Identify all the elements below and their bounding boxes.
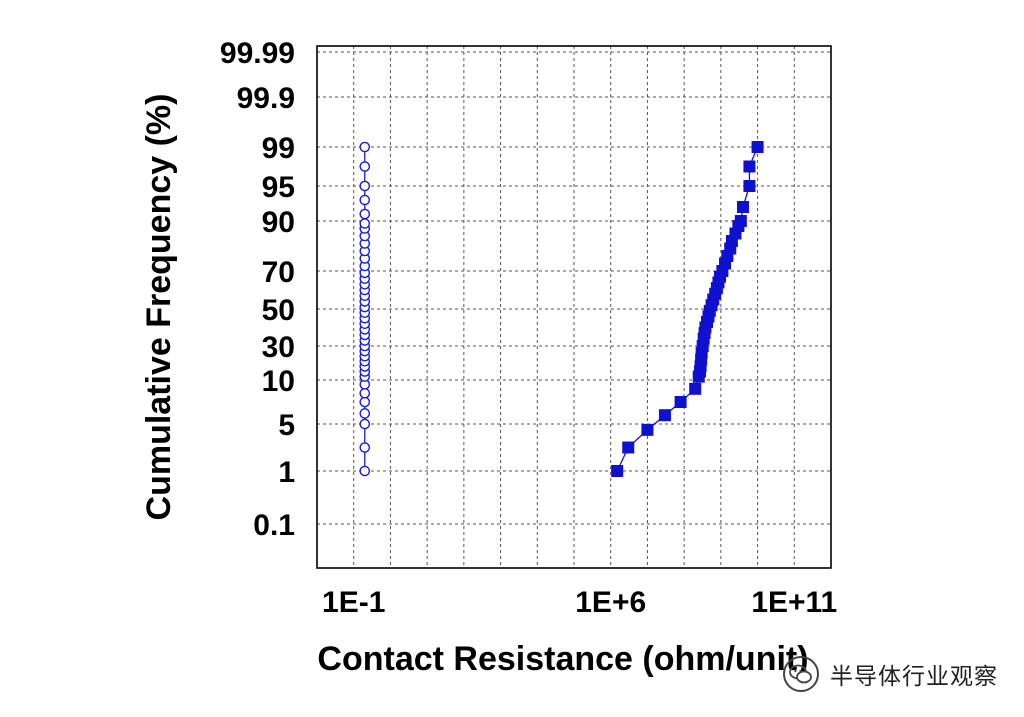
series-1-point bbox=[359, 465, 371, 477]
series-2-point bbox=[751, 141, 764, 153]
wechat-icon bbox=[783, 656, 819, 692]
series-2-point bbox=[622, 441, 635, 454]
series-1-point bbox=[359, 418, 371, 430]
series-2-point bbox=[641, 423, 654, 436]
series-1-point bbox=[359, 396, 371, 408]
y-tick-label: 30 bbox=[262, 331, 295, 364]
x-tick-label: 1E-1 bbox=[322, 586, 385, 619]
series-2-point bbox=[674, 396, 687, 408]
y-tick-label: 1 bbox=[278, 456, 295, 489]
series-1-point bbox=[359, 161, 371, 172]
x-tick-label: 1E+6 bbox=[575, 586, 646, 619]
y-tick-label: 95 bbox=[262, 171, 295, 204]
watermark-text: 半导体行业观察 bbox=[830, 664, 998, 690]
series-1-point bbox=[359, 208, 371, 220]
series-layer bbox=[359, 141, 764, 477]
y-tick-label: 0.1 bbox=[253, 509, 295, 542]
watermark: 半导体行业观察 bbox=[782, 652, 998, 696]
series-2-point bbox=[689, 382, 702, 395]
y-tick-label: 99.9 bbox=[237, 82, 295, 115]
y-tick-label: 5 bbox=[278, 409, 295, 442]
y-tick-label: 50 bbox=[262, 294, 295, 327]
y-tick-label: 90 bbox=[262, 206, 295, 239]
series-2-point bbox=[611, 465, 624, 477]
series-1-point bbox=[359, 194, 371, 206]
series-1-point bbox=[359, 141, 371, 153]
series-1-point bbox=[359, 387, 371, 399]
series-2-point bbox=[743, 160, 756, 173]
series-2-line bbox=[616, 146, 759, 472]
series-1-point bbox=[359, 180, 371, 192]
grid bbox=[317, 46, 831, 568]
series-1-point bbox=[359, 408, 371, 419]
series-2-point bbox=[743, 180, 756, 192]
y-tick-label: 99.99 bbox=[220, 37, 295, 70]
series-2-point bbox=[658, 409, 671, 422]
series-1-point bbox=[359, 218, 371, 229]
series-1-point bbox=[359, 442, 371, 453]
series-2-point bbox=[734, 215, 747, 227]
x-tick-label: 1E+11 bbox=[751, 586, 837, 619]
y-axis-title: Cumulative Frequency (%) bbox=[140, 94, 178, 521]
plot-frame bbox=[316, 45, 832, 569]
x-axis-title: Contact Resistance (ohm/unit) bbox=[317, 640, 808, 678]
series-2-point bbox=[736, 201, 749, 213]
y-tick-label: 10 bbox=[262, 365, 295, 398]
y-tick-label: 99 bbox=[262, 132, 295, 165]
y-tick-label: 70 bbox=[262, 256, 295, 289]
x-axis-ticks: 1E-1 1E+6 1E+11 bbox=[322, 586, 837, 619]
